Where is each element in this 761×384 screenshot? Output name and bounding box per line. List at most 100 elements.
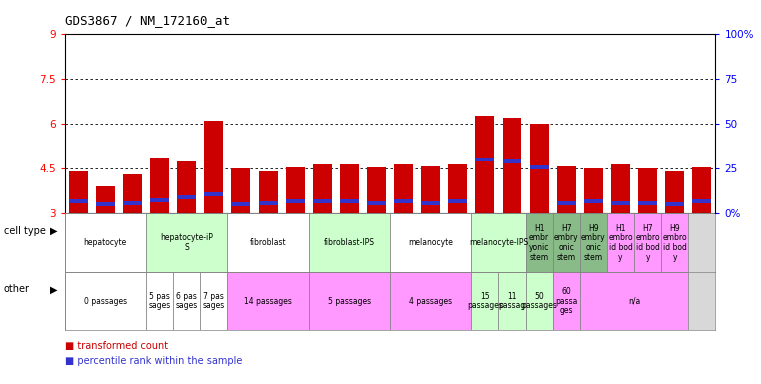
Bar [309, 272, 390, 330]
Bar [313, 200, 332, 204]
Text: H1
embro
id bod
y: H1 embro id bod y [608, 223, 632, 262]
Bar [146, 272, 174, 330]
Bar [200, 272, 228, 330]
Bar [530, 165, 549, 169]
Text: 0 passages: 0 passages [84, 296, 127, 306]
Bar [228, 272, 309, 330]
Text: melanocyte-IPS: melanocyte-IPS [469, 238, 528, 247]
Bar [448, 164, 467, 214]
Text: 15
passages: 15 passages [467, 292, 503, 310]
Text: 60
passa
ges: 60 passa ges [555, 287, 578, 315]
Text: 4 passages: 4 passages [409, 296, 452, 306]
Bar [530, 124, 549, 214]
Bar [448, 200, 467, 204]
Bar [204, 121, 223, 214]
Bar [394, 200, 413, 204]
Bar [693, 200, 712, 204]
Bar [634, 214, 661, 272]
Text: H1
embr
yonic
stem: H1 embr yonic stem [529, 223, 549, 262]
Bar [123, 201, 142, 205]
Bar [96, 202, 115, 206]
Bar [340, 200, 359, 204]
Bar [638, 169, 657, 214]
Text: cell type: cell type [4, 226, 46, 236]
Bar [65, 272, 146, 330]
Text: ■ percentile rank within the sample: ■ percentile rank within the sample [65, 356, 242, 366]
Text: GDS3867 / NM_172160_at: GDS3867 / NM_172160_at [65, 14, 230, 27]
Bar [471, 272, 498, 330]
Bar [228, 214, 309, 272]
Text: 5 pas
sages: 5 pas sages [148, 292, 170, 310]
Text: other: other [4, 285, 30, 295]
Bar [476, 116, 495, 214]
Bar [259, 172, 278, 214]
Bar [693, 167, 712, 214]
Bar [607, 214, 634, 272]
Bar [390, 214, 471, 272]
Bar [421, 201, 440, 205]
Text: fibroblast-IPS: fibroblast-IPS [324, 238, 375, 247]
Bar [421, 166, 440, 214]
Bar [96, 187, 115, 214]
Bar [557, 166, 576, 214]
Bar [526, 272, 552, 330]
Bar [367, 201, 386, 205]
Bar [177, 195, 196, 199]
Bar [552, 214, 580, 272]
Text: H9
embro
id bod
y: H9 embro id bod y [662, 223, 687, 262]
Text: ■ transformed count: ■ transformed count [65, 341, 168, 351]
Bar [259, 201, 278, 205]
Bar [174, 272, 200, 330]
Bar [231, 169, 250, 214]
Bar [68, 172, 88, 214]
Text: 14 passages: 14 passages [244, 296, 292, 306]
Bar [498, 272, 526, 330]
Bar [502, 159, 521, 163]
Text: fibroblast: fibroblast [250, 238, 286, 247]
Bar [580, 272, 688, 330]
Bar [340, 164, 359, 214]
Text: melanocyte: melanocyte [408, 238, 453, 247]
Bar [611, 164, 630, 214]
Bar [150, 198, 169, 202]
Bar [177, 161, 196, 214]
Bar [665, 202, 684, 206]
Text: 50
passages: 50 passages [521, 292, 557, 310]
Bar [552, 272, 580, 330]
Text: n/a: n/a [628, 296, 640, 306]
Bar [65, 214, 146, 272]
Bar [68, 200, 88, 204]
Text: 7 pas
sages: 7 pas sages [202, 292, 225, 310]
Bar [661, 214, 688, 272]
Bar [204, 192, 223, 196]
Text: ▶: ▶ [49, 285, 57, 295]
Bar [665, 172, 684, 214]
Text: hepatocyte-iP
S: hepatocyte-iP S [161, 233, 213, 252]
Text: H9
embry
onic
stem: H9 embry onic stem [581, 223, 606, 262]
Bar [123, 174, 142, 214]
Bar [390, 272, 471, 330]
Bar [638, 201, 657, 205]
Bar [471, 214, 526, 272]
Bar [150, 158, 169, 214]
Bar [584, 169, 603, 214]
Bar [313, 164, 332, 214]
Bar [309, 214, 390, 272]
Bar [231, 202, 250, 206]
Bar [146, 214, 228, 272]
Bar [367, 167, 386, 214]
Text: 6 pas
sages: 6 pas sages [176, 292, 198, 310]
Text: H7
embro
id bod
y: H7 embro id bod y [635, 223, 660, 262]
Bar [285, 167, 304, 214]
Bar [502, 118, 521, 214]
Text: 5 passages: 5 passages [328, 296, 371, 306]
Text: ▶: ▶ [49, 226, 57, 236]
Bar [394, 164, 413, 214]
Bar [476, 157, 495, 161]
Bar [584, 200, 603, 204]
Bar [526, 214, 552, 272]
Bar [611, 201, 630, 205]
Text: H7
embry
onic
stem: H7 embry onic stem [554, 223, 578, 262]
Bar [580, 214, 607, 272]
Bar [285, 200, 304, 204]
